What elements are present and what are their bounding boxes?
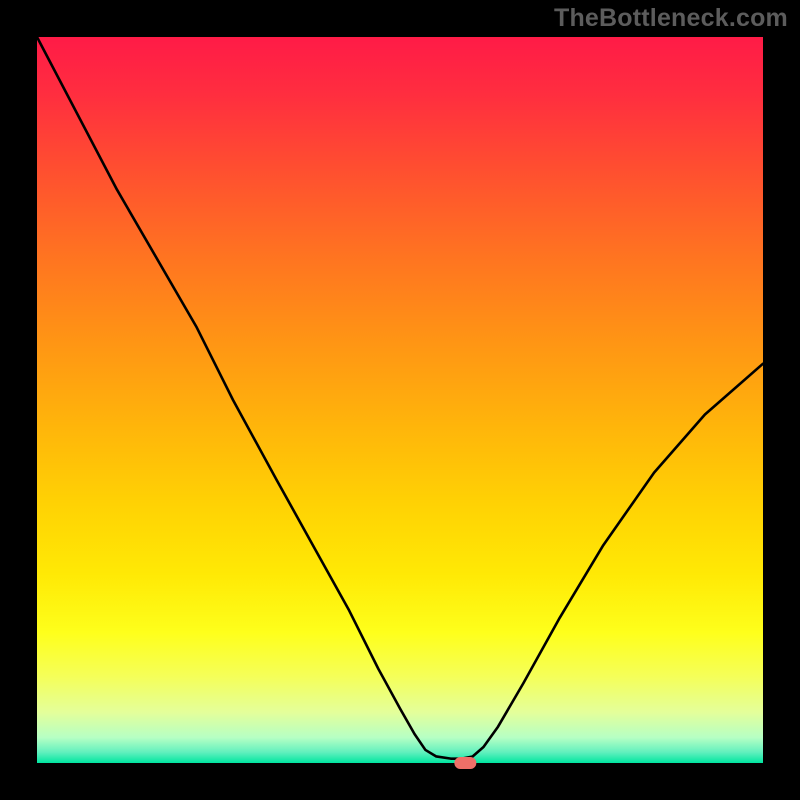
chart-outer: TheBottleneck.com: [0, 0, 800, 800]
plot-background: [37, 37, 763, 763]
bottleneck-chart: [0, 0, 800, 800]
minimum-marker: [454, 757, 476, 769]
